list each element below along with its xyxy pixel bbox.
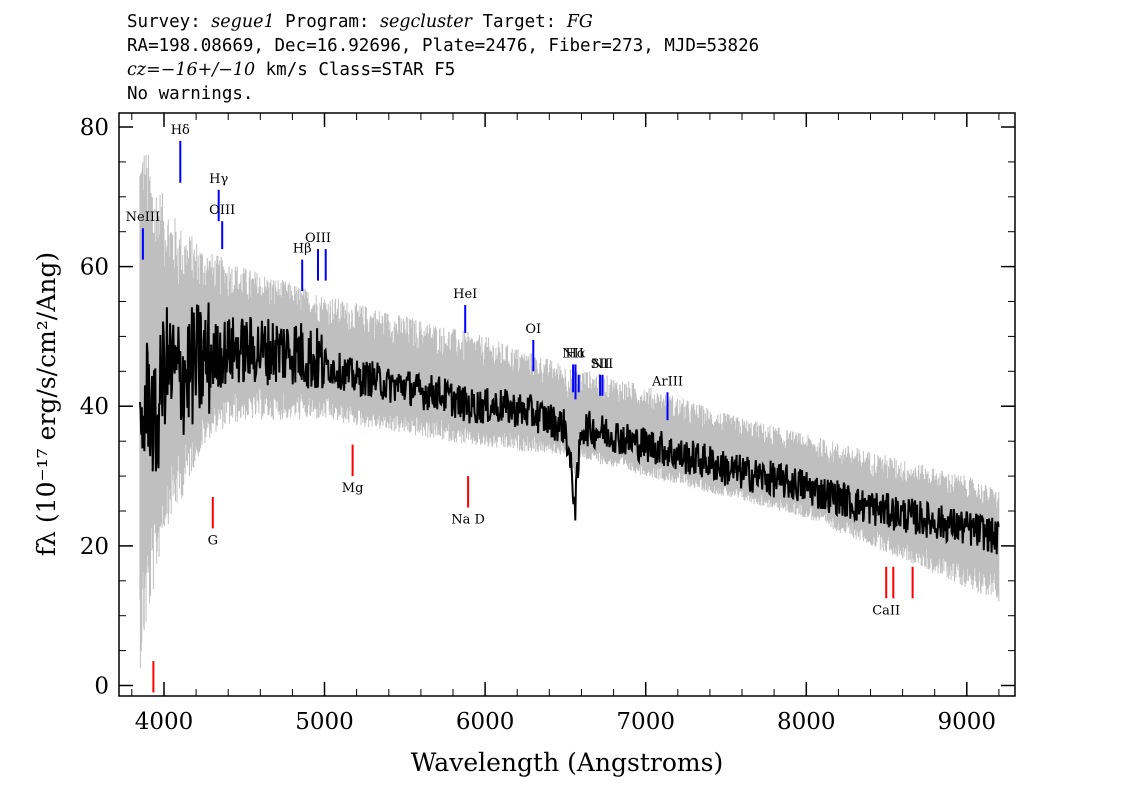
emission-line-label-nii: NII bbox=[562, 346, 584, 361]
class-value: km/s Class=STAR F5 bbox=[255, 60, 456, 80]
x-tick-label: 4000 bbox=[135, 709, 194, 735]
program-value: segcluster bbox=[379, 12, 472, 32]
redshift-value: cz=−16+/−10 bbox=[127, 60, 256, 80]
header-line-redshift: cz=−16+/−10 km/s Class=STAR F5 bbox=[127, 58, 759, 82]
plot-frame bbox=[118, 112, 1016, 697]
x-tick-label: 6000 bbox=[456, 709, 515, 735]
absorption-line-label-mg: Mg bbox=[342, 481, 364, 496]
emission-line-label-oiii: OIII bbox=[209, 203, 235, 218]
y-tick-label: 20 bbox=[80, 534, 109, 560]
emission-line-label-sii: SII bbox=[591, 357, 610, 372]
survey-label: Survey: bbox=[127, 12, 212, 32]
emission-line-label-oi: OI bbox=[525, 322, 541, 337]
emission-line-label-h-: Hβ bbox=[293, 242, 312, 257]
program-label: Program: bbox=[274, 12, 380, 32]
emission-line-label-ariii: ArIII bbox=[651, 374, 683, 389]
flux-series-line bbox=[138, 302, 1000, 555]
y-axis-label: fλ (10⁻¹⁷ erg/s/cm²/Ang) bbox=[32, 252, 61, 556]
emission-line-label-h-: Hα bbox=[565, 346, 585, 361]
emission-line-label-h-: Hδ bbox=[171, 123, 190, 138]
absorption-line-label-g: G bbox=[208, 533, 218, 548]
emission-line-label-nii: NII bbox=[592, 357, 614, 372]
x-tick-label: 9000 bbox=[938, 709, 997, 735]
error-envelope-layer bbox=[139, 154, 1000, 669]
absorption-line-label-caii: CaII bbox=[872, 603, 900, 618]
x-axis-label: Wavelength (Angstroms) bbox=[411, 748, 723, 777]
emission-line-label-neiii: NeIII bbox=[126, 210, 160, 225]
y-tick-label: 40 bbox=[80, 394, 109, 420]
survey-value: segue1 bbox=[211, 12, 275, 32]
error-envelope bbox=[139, 154, 1000, 669]
x-tick-label: 5000 bbox=[295, 709, 354, 735]
emission-line-label-h-: Hγ bbox=[209, 172, 228, 187]
flux-layer bbox=[138, 302, 1000, 555]
spectral-lines-layer: NeIIIHδHγOIIIHβOIIIHeIOINIIHαSIINIIArIII… bbox=[126, 123, 914, 693]
header-line-warnings: No warnings. bbox=[127, 84, 254, 104]
y-tick-label: 60 bbox=[80, 255, 109, 281]
x-tick-label: 8000 bbox=[777, 709, 836, 735]
target-label: Target: bbox=[471, 12, 567, 32]
x-tick-label: 7000 bbox=[616, 709, 675, 735]
header-line-coordinates: RA=198.08669, Dec=16.92696, Plate=2476, … bbox=[127, 36, 760, 56]
spectrum-header: Survey: segue1 Program: segcluster Targe… bbox=[127, 10, 759, 106]
absorption-line-label-na-d: Na D bbox=[451, 513, 485, 528]
axis-ticks-layer: 4000 5000 6000 7000 8000 9000 0 20 40 60 80 bbox=[80, 113, 1015, 735]
y-tick-label: 0 bbox=[94, 674, 109, 700]
header-line-survey: Survey: segue1 Program: segcluster Targe… bbox=[127, 10, 759, 34]
emission-line-label-oiii: OIII bbox=[305, 231, 331, 246]
emission-line-label-hei: HeI bbox=[453, 287, 477, 302]
y-tick-label: 80 bbox=[80, 115, 109, 141]
target-value: FG bbox=[566, 12, 593, 32]
